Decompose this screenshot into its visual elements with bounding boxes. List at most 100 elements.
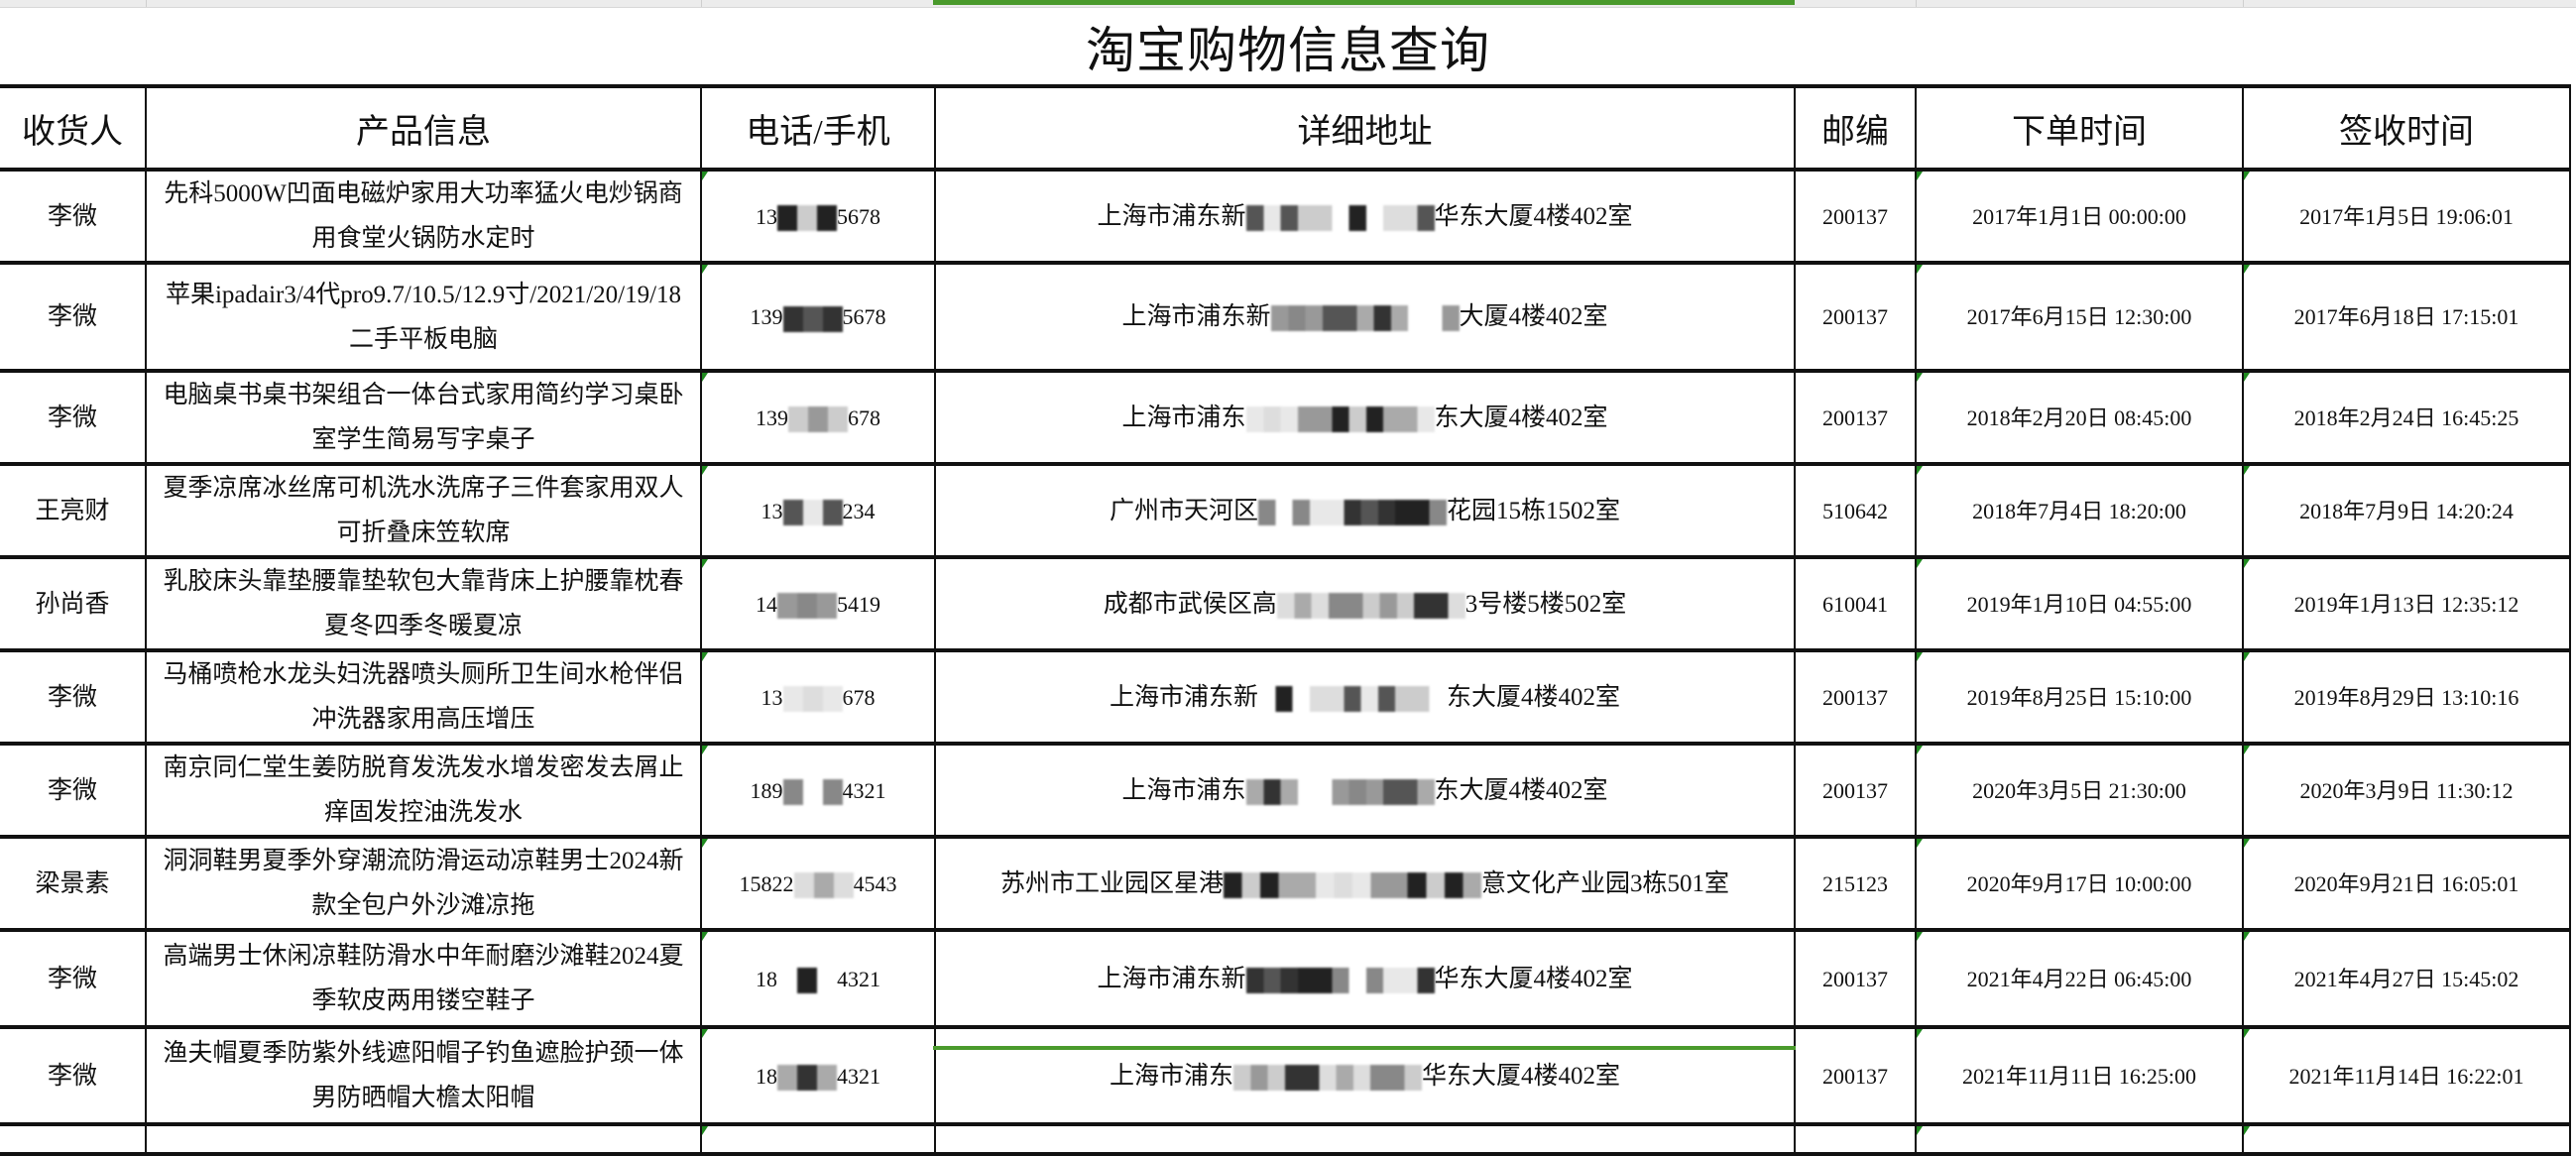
cell-product[interactable]: 渔夫帽夏季防紫外线遮阳帽子钓鱼遮脸护颈一体男防晒帽大檐太阳帽 xyxy=(145,1026,702,1125)
cell-address[interactable]: 成都市武侯区高 3号楼5楼502室 xyxy=(934,556,1796,651)
cell-recipient[interactable]: 李微 xyxy=(0,262,147,372)
cell-phone[interactable]: 13 678 xyxy=(700,649,936,745)
header-recipient[interactable]: 收货人 xyxy=(0,85,147,171)
cell-order-time[interactable]: 2018年2月20日 08:45:00 xyxy=(1915,370,2244,465)
cell-phone[interactable]: 139 5678 xyxy=(700,262,936,372)
table-row[interactable]: 李微 南京同仁堂生姜防脱育发洗发水增发密发去屑止痒固发控油洗发水 189 4321 上海… xyxy=(0,743,2571,838)
cell[interactable] xyxy=(2242,1123,2571,1155)
cell-zip[interactable]: 610041 xyxy=(1794,556,1917,651)
cell-recipient[interactable]: 李微 xyxy=(0,929,147,1028)
address-visible-suffix: 东大厦4楼402室 xyxy=(1434,404,1608,431)
table-row[interactable]: 李微 马桶喷枪水龙头妇洗器喷头厕所卫生间水枪伴侣冲洗器家用高压增压 13 678 上海市… xyxy=(0,649,2571,745)
table-row[interactable]: 李微 苹果ipadair3/4代pro9.7/10.5/12.9寸/2021/20… xyxy=(0,262,2571,372)
cell-address[interactable]: 上海市浦东新 大厦4楼402室 xyxy=(934,262,1796,372)
cell[interactable] xyxy=(934,1123,1796,1155)
table-row-partial[interactable] xyxy=(0,1123,2571,1155)
cell[interactable] xyxy=(0,1123,147,1155)
cell-address[interactable]: 上海市浦东 东大厦4楼402室 xyxy=(934,370,1796,465)
cell-recipient[interactable]: 李微 xyxy=(0,743,147,838)
cell-zip[interactable]: 200137 xyxy=(1794,262,1917,372)
cell-order-time[interactable]: 2021年11月11日 16:25:00 xyxy=(1915,1026,2244,1125)
cell-product[interactable]: 电脑桌书桌书架组合一体台式家用简约学习桌卧室学生简易写字桌子 xyxy=(145,370,702,465)
note-marker xyxy=(2244,1029,2250,1038)
cell-zip[interactable]: 200137 xyxy=(1794,370,1917,465)
cell-phone[interactable]: 15822 4543 xyxy=(700,836,936,931)
cell-recipient[interactable]: 孙尚香 xyxy=(0,556,147,651)
cell-address[interactable]: 上海市浦东 东大厦4楼402室 xyxy=(934,743,1796,838)
cell-sign-time[interactable]: 2018年2月24日 16:45:25 xyxy=(2242,370,2571,465)
cell-recipient[interactable]: 李微 xyxy=(0,370,147,465)
table-row[interactable]: 李微 渔夫帽夏季防紫外线遮阳帽子钓鱼遮脸护颈一体男防晒帽大檐太阳帽 18 4321 上海… xyxy=(0,1026,2571,1125)
cell-sign-time[interactable]: 2020年9月21日 16:05:01 xyxy=(2242,836,2571,931)
cell-sign-time[interactable]: 2020年3月9日 11:30:12 xyxy=(2242,743,2571,838)
header-sign-time[interactable]: 签收时间 xyxy=(2242,85,2571,171)
cell-product[interactable]: 洞洞鞋男夏季外穿潮流防滑运动凉鞋男士2024新款全包户外沙滩凉拖 xyxy=(145,836,702,931)
cell-order-time[interactable]: 2020年9月17日 10:00:00 xyxy=(1915,836,2244,931)
cell-address[interactable]: 上海市浦东新 华东大厦4楼402室 xyxy=(934,169,1796,264)
cell-phone[interactable]: 139 678 xyxy=(700,370,936,465)
header-address[interactable]: 详细地址 xyxy=(934,85,1796,171)
cell-order-time[interactable]: 2021年4月22日 06:45:00 xyxy=(1915,929,2244,1028)
cell-order-time[interactable]: 2018年7月4日 18:20:00 xyxy=(1915,463,2244,558)
header-order-time[interactable]: 下单时间 xyxy=(1915,85,2244,171)
table-row[interactable]: 李微 高端男士休闲凉鞋防滑水中年耐磨沙滩鞋2024夏季软皮两用镂空鞋子 18 4321… xyxy=(0,929,2571,1028)
cell-address[interactable]: 上海市浦东 华东大厦4楼402室 xyxy=(934,1026,1796,1125)
cell-phone[interactable]: 18 4321 xyxy=(700,1026,936,1125)
cell-product[interactable]: 夏季凉席冰丝席可机洗水洗席子三件套家用双人可折叠床笠软席 xyxy=(145,463,702,558)
cell-phone[interactable]: 18 4321 xyxy=(700,929,936,1028)
selected-column-indicator[interactable] xyxy=(933,0,1795,5)
cell-sign-time[interactable]: 2017年6月18日 17:15:01 xyxy=(2242,262,2571,372)
table-row[interactable]: 李微 先科5000W凹面电磁炉家用大功率猛火电炒锅商用食堂火锅防水定时 13 5678… xyxy=(0,169,2571,264)
cell-address[interactable]: 广州市天河区 花园15栋1502室 xyxy=(934,463,1796,558)
cell-address[interactable]: 上海市浦东新 东大厦4楼402室 xyxy=(934,649,1796,745)
cell[interactable] xyxy=(700,1123,936,1155)
cell-product[interactable]: 南京同仁堂生姜防脱育发洗发水增发密发去屑止痒固发控油洗发水 xyxy=(145,743,702,838)
table-row[interactable]: 李微 电脑桌书桌书架组合一体台式家用简约学习桌卧室学生简易写字桌子 139 678 上海… xyxy=(0,370,2571,465)
cell-order-time[interactable]: 2019年8月25日 15:10:00 xyxy=(1915,649,2244,745)
cell-product[interactable]: 先科5000W凹面电磁炉家用大功率猛火电炒锅商用食堂火锅防水定时 xyxy=(145,169,702,264)
cell-address[interactable]: 上海市浦东新 华东大厦4楼402室 xyxy=(934,929,1796,1028)
cell-address[interactable]: 苏州市工业园区星港 意文化产业园3栋501室 xyxy=(934,836,1796,931)
cell-phone[interactable]: 189 4321 xyxy=(700,743,936,838)
cell-sign-time[interactable]: 2017年1月5日 19:06:01 xyxy=(2242,169,2571,264)
header-product[interactable]: 产品信息 xyxy=(145,85,702,171)
cell-zip[interactable]: 200137 xyxy=(1794,743,1917,838)
cell-order-time[interactable]: 2020年3月5日 21:30:00 xyxy=(1915,743,2244,838)
cell-recipient[interactable]: 王亮财 xyxy=(0,463,147,558)
cell-phone[interactable]: 13 234 xyxy=(700,463,936,558)
cell-product[interactable]: 乳胶床头靠垫腰靠垫软包大靠背床上护腰靠枕春夏冬四季冬暖夏凉 xyxy=(145,556,702,651)
cell-order-time[interactable]: 2017年6月15日 12:30:00 xyxy=(1915,262,2244,372)
cell-product[interactable]: 马桶喷枪水龙头妇洗器喷头厕所卫生间水枪伴侣冲洗器家用高压增压 xyxy=(145,649,702,745)
cell-zip[interactable]: 200137 xyxy=(1794,649,1917,745)
sheet-title[interactable]: 淘宝购物信息查询 xyxy=(1086,23,1490,78)
table-row[interactable]: 王亮财 夏季凉席冰丝席可机洗水洗席子三件套家用双人可折叠床笠软席 13 234 广州市天… xyxy=(0,463,2571,558)
cell-sign-time[interactable]: 2019年1月13日 12:35:12 xyxy=(2242,556,2571,651)
cell-zip[interactable]: 200137 xyxy=(1794,929,1917,1028)
header-zip[interactable]: 邮编 xyxy=(1794,85,1917,171)
cell-order-time[interactable]: 2019年1月10日 04:55:00 xyxy=(1915,556,2244,651)
cell-recipient[interactable]: 李微 xyxy=(0,649,147,745)
cell-phone[interactable]: 13 5678 xyxy=(700,169,936,264)
phone-visible-prefix: 139 xyxy=(756,405,788,430)
table-row[interactable]: 孙尚香 乳胶床头靠垫腰靠垫软包大靠背床上护腰靠枕春夏冬四季冬暖夏凉 14 5419 成都… xyxy=(0,556,2571,651)
cell-product[interactable]: 高端男士休闲凉鞋防滑水中年耐磨沙滩鞋2024夏季软皮两用镂空鞋子 xyxy=(145,929,702,1028)
cell-sign-time[interactable]: 2019年8月29日 13:10:16 xyxy=(2242,649,2571,745)
cell-sign-time[interactable]: 2021年4月27日 15:45:02 xyxy=(2242,929,2571,1028)
cell-zip[interactable]: 200137 xyxy=(1794,169,1917,264)
cell-zip[interactable]: 215123 xyxy=(1794,836,1917,931)
cell-sign-time[interactable]: 2021年11月14日 16:22:01 xyxy=(2242,1026,2571,1125)
cell[interactable] xyxy=(145,1123,702,1155)
cell-recipient[interactable]: 李微 xyxy=(0,1026,147,1125)
cell-phone[interactable]: 14 5419 xyxy=(700,556,936,651)
cell-recipient[interactable]: 梁景素 xyxy=(0,836,147,931)
cell[interactable] xyxy=(1794,1123,1917,1155)
cell[interactable] xyxy=(1915,1123,2244,1155)
cell-order-time[interactable]: 2017年1月1日 00:00:00 xyxy=(1915,169,2244,264)
cell-sign-time[interactable]: 2018年7月9日 14:20:24 xyxy=(2242,463,2571,558)
cell-zip[interactable]: 200137 xyxy=(1794,1026,1917,1125)
cell-zip[interactable]: 510642 xyxy=(1794,463,1917,558)
cell-product[interactable]: 苹果ipadair3/4代pro9.7/10.5/12.9寸/2021/20/1… xyxy=(145,262,702,372)
cell-recipient[interactable]: 李微 xyxy=(0,169,147,264)
table-row[interactable]: 梁景素 洞洞鞋男夏季外穿潮流防滑运动凉鞋男士2024新款全包户外沙滩凉拖 15822… xyxy=(0,836,2571,931)
header-phone[interactable]: 电话/手机 xyxy=(700,85,936,171)
